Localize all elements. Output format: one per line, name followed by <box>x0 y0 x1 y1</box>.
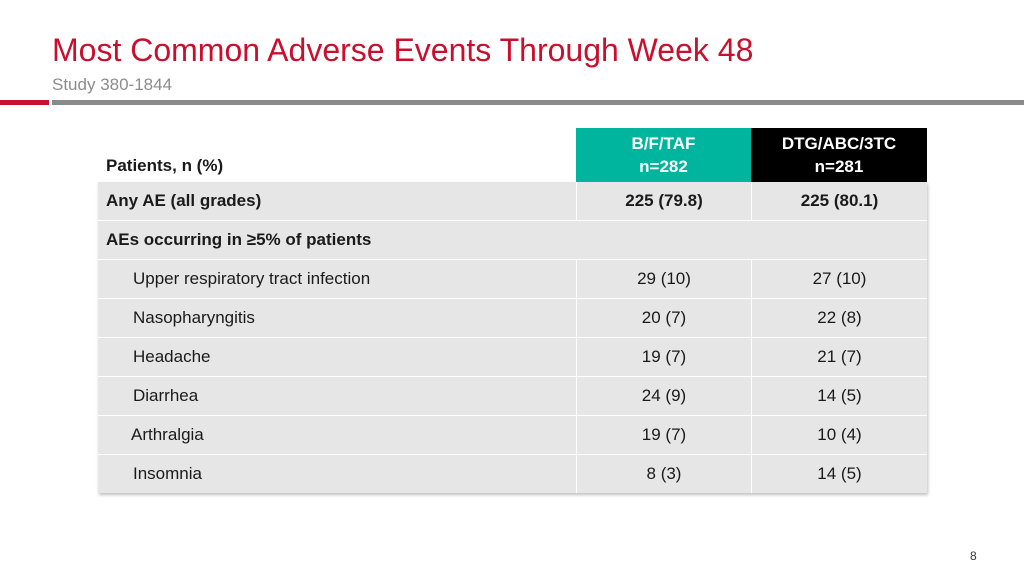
ae-label: Upper respiratory tract infection <box>133 269 371 288</box>
ae-dtg-value: 27 (10) <box>751 260 927 298</box>
table-row: Arthralgia 19 (7) 10 (4) <box>98 415 927 454</box>
header-dtg-name: DTG/ABC/3TC <box>781 134 897 153</box>
accent-rule-gray <box>52 100 1024 105</box>
ae-dtg-value: 10 (4) <box>751 416 927 454</box>
header-label: Patients, n (%) <box>106 156 224 175</box>
accent-rule-red <box>0 100 49 105</box>
ae-dtg-value: 14 (5) <box>751 455 927 493</box>
table-row: Nasopharyngitis 20 (7) 22 (8) <box>98 298 927 337</box>
ae-dtg-value: 22 (8) <box>751 299 927 337</box>
ae-dtg-value: 14 (5) <box>751 377 927 415</box>
ae-label: Nasopharyngitis <box>133 308 255 327</box>
any-ae-dtg: 225 (80.1) <box>751 182 927 220</box>
ae-bftaf-value: 20 (7) <box>576 299 751 337</box>
header-dtg-n: n=281 <box>814 157 864 176</box>
adverse-events-table: Patients, n (%) B/F/TAF n=282 DTG/ABC/3T… <box>98 128 927 493</box>
slide-title: Most Common Adverse Events Through Week … <box>52 32 754 68</box>
ae-bftaf-value: 19 (7) <box>576 416 751 454</box>
ae-label: Diarrhea <box>133 386 199 405</box>
table-row: Insomnia 8 (3) 14 (5) <box>98 454 927 493</box>
ae-label: Insomnia <box>133 464 202 483</box>
ae-bftaf-value: 29 (10) <box>576 260 751 298</box>
table-row: Upper respiratory tract infection 29 (10… <box>98 259 927 298</box>
header-bftaf-name: B/F/TAF <box>631 134 696 153</box>
table-body: Any AE (all grades) 225 (79.8) 225 (80.1… <box>98 182 927 493</box>
any-ae-bftaf: 225 (79.8) <box>576 182 751 220</box>
table-row: Diarrhea 24 (9) 14 (5) <box>98 376 927 415</box>
any-ae-label: Any AE (all grades) <box>106 191 262 210</box>
table-header-row: Patients, n (%) B/F/TAF n=282 DTG/ABC/3T… <box>98 128 927 182</box>
slide-subtitle: Study 380-1844 <box>52 75 173 94</box>
ae-dtg-value: 21 (7) <box>751 338 927 376</box>
table-row: Headache 19 (7) 21 (7) <box>98 337 927 376</box>
ae-bftaf-value: 24 (9) <box>576 377 751 415</box>
ae-bftaf-value: 19 (7) <box>576 338 751 376</box>
ae-label: Headache <box>133 347 211 366</box>
ae-bftaf-value: 8 (3) <box>576 455 751 493</box>
header-bftaf-n: n=282 <box>639 157 688 176</box>
page-number: 8 <box>970 549 977 563</box>
ae-label: Arthralgia <box>131 425 204 444</box>
table-row-section: AEs occurring in ≥5% of patients <box>98 220 927 259</box>
section-label: AEs occurring in ≥5% of patients <box>106 230 372 249</box>
header-dtg: DTG/ABC/3TC n=281 <box>751 128 927 182</box>
header-bftaf: B/F/TAF n=282 <box>576 128 751 182</box>
table-row-any-ae: Any AE (all grades) 225 (79.8) 225 (80.1… <box>98 182 927 220</box>
